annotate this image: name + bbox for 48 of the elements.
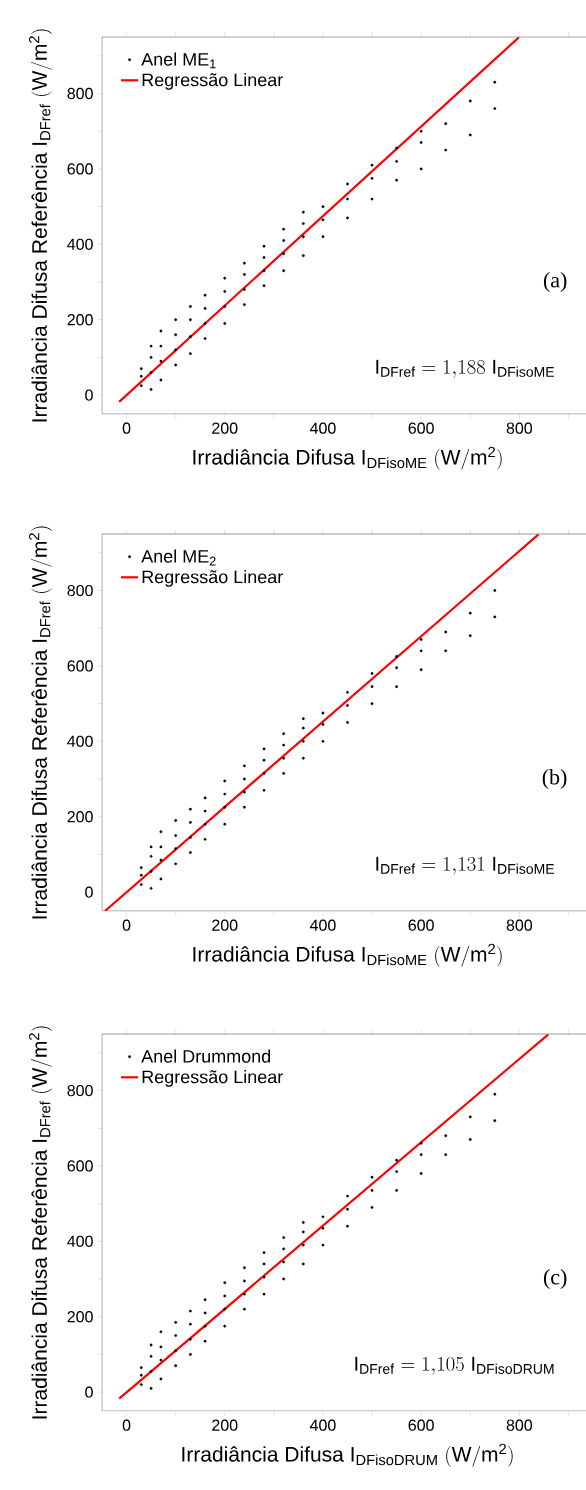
x-tick-label: 400 (309, 422, 336, 434)
legend-label: Anel Drummond (141, 1049, 271, 1063)
annotation: $\mathrm{I}_{\mathrm{DFref}} = 1{,}188\;\mathrm{I}_{\mathrm{DFisoME}}$ (376, 359, 554, 378)
y-tick-label: 400 (67, 238, 93, 250)
y-axis-title: $\mathrm{Irradiância\ Difusa\ Referência\ I}_{\mathrm{DFref}}\ \mathrm{(W/m^{2})}$ (28, 29, 52, 422)
annotation: (c) (543, 1269, 567, 1290)
y-tick-label: 600 (67, 163, 93, 175)
y-tick-label: 600 (67, 660, 93, 672)
y-tick-label: 200 (67, 314, 93, 326)
y-tick-label: 800 (67, 87, 93, 100)
x-tick-label: 400 (309, 1419, 336, 1431)
y-tick-label: 200 (67, 811, 93, 823)
x-tick-label: 200 (212, 422, 238, 434)
y-tick-label: 0 (85, 389, 93, 401)
y-tick-label: 400 (67, 735, 93, 747)
x-tick-label: 0 (122, 1419, 131, 1431)
x-tick-label: 200 (212, 1419, 238, 1431)
y-tick-label: 800 (67, 1084, 93, 1097)
x-tick-label: 0 (122, 422, 131, 434)
annotation: (b) (542, 769, 567, 790)
x-tick-label: 400 (309, 919, 336, 931)
annotation: $\mathrm{I}_{\mathrm{DFref}} = 1{,}131\;\mathrm{I}_{\mathrm{DFisoME}}$ (376, 856, 554, 875)
x-tick-label: 800 (506, 422, 533, 434)
y-tick-label: 0 (85, 886, 93, 898)
legend-label: Regressão Linear (142, 1070, 283, 1087)
y-tick-label: 600 (67, 1160, 93, 1172)
legend-label: Anel ME$_{1}$ (141, 52, 216, 69)
x-tick-label: 800 (506, 919, 533, 931)
x-axis-title: $\mathrm{Irradiância\ Difusa\ I}_{\mathrm{DFisoDRUM}}\ \mathrm{(W/m^{2})}$ (182, 1443, 513, 1467)
y-tick-label: 400 (67, 1235, 93, 1248)
y-tick-label: 200 (67, 1311, 93, 1323)
x-axis-title: $\mathrm{Irradiância\ Difusa\ I}_{\mathrm{DFisoME}}\ \mathrm{(W/m^{2})}$ (193, 943, 502, 967)
y-axis-title: $\mathrm{Irradiância\ Difusa\ Referência\ I}_{\mathrm{DFref}}\ \mathrm{(W/m^{2})}$ (28, 1026, 52, 1419)
legend-label: Anel ME$_{2}$ (141, 549, 216, 566)
x-tick-label: 800 (506, 1419, 533, 1431)
annotation: (a) (543, 272, 567, 293)
x-axis-title: $\mathrm{Irradiância\ Difusa\ I}_{\mathrm{DFisoME}}\ \mathrm{(W/m^{2})}$ (193, 446, 502, 470)
y-tick-label: 800 (67, 584, 93, 597)
legend-label: Regressão Linear (142, 570, 283, 587)
y-tick-label: 0 (85, 1386, 93, 1398)
x-tick-label: 600 (408, 1419, 434, 1431)
x-tick-label: 600 (408, 422, 434, 434)
legend-label: Regressão Linear (142, 73, 283, 90)
x-tick-label: 0 (122, 919, 131, 931)
x-tick-label: 600 (408, 919, 434, 931)
x-tick-label: 200 (212, 919, 238, 931)
annotation: $\mathrm{I}_{\mathrm{DFref}} = 1{,}105\;\mathrm{I}_{\mathrm{DFisoDRUM}}$ (355, 1356, 554, 1375)
y-axis-title: $\mathrm{Irradiância\ Difusa\ Referência\ I}_{\mathrm{DFref}}\ \mathrm{(W/m^{2})}$ (28, 526, 52, 919)
